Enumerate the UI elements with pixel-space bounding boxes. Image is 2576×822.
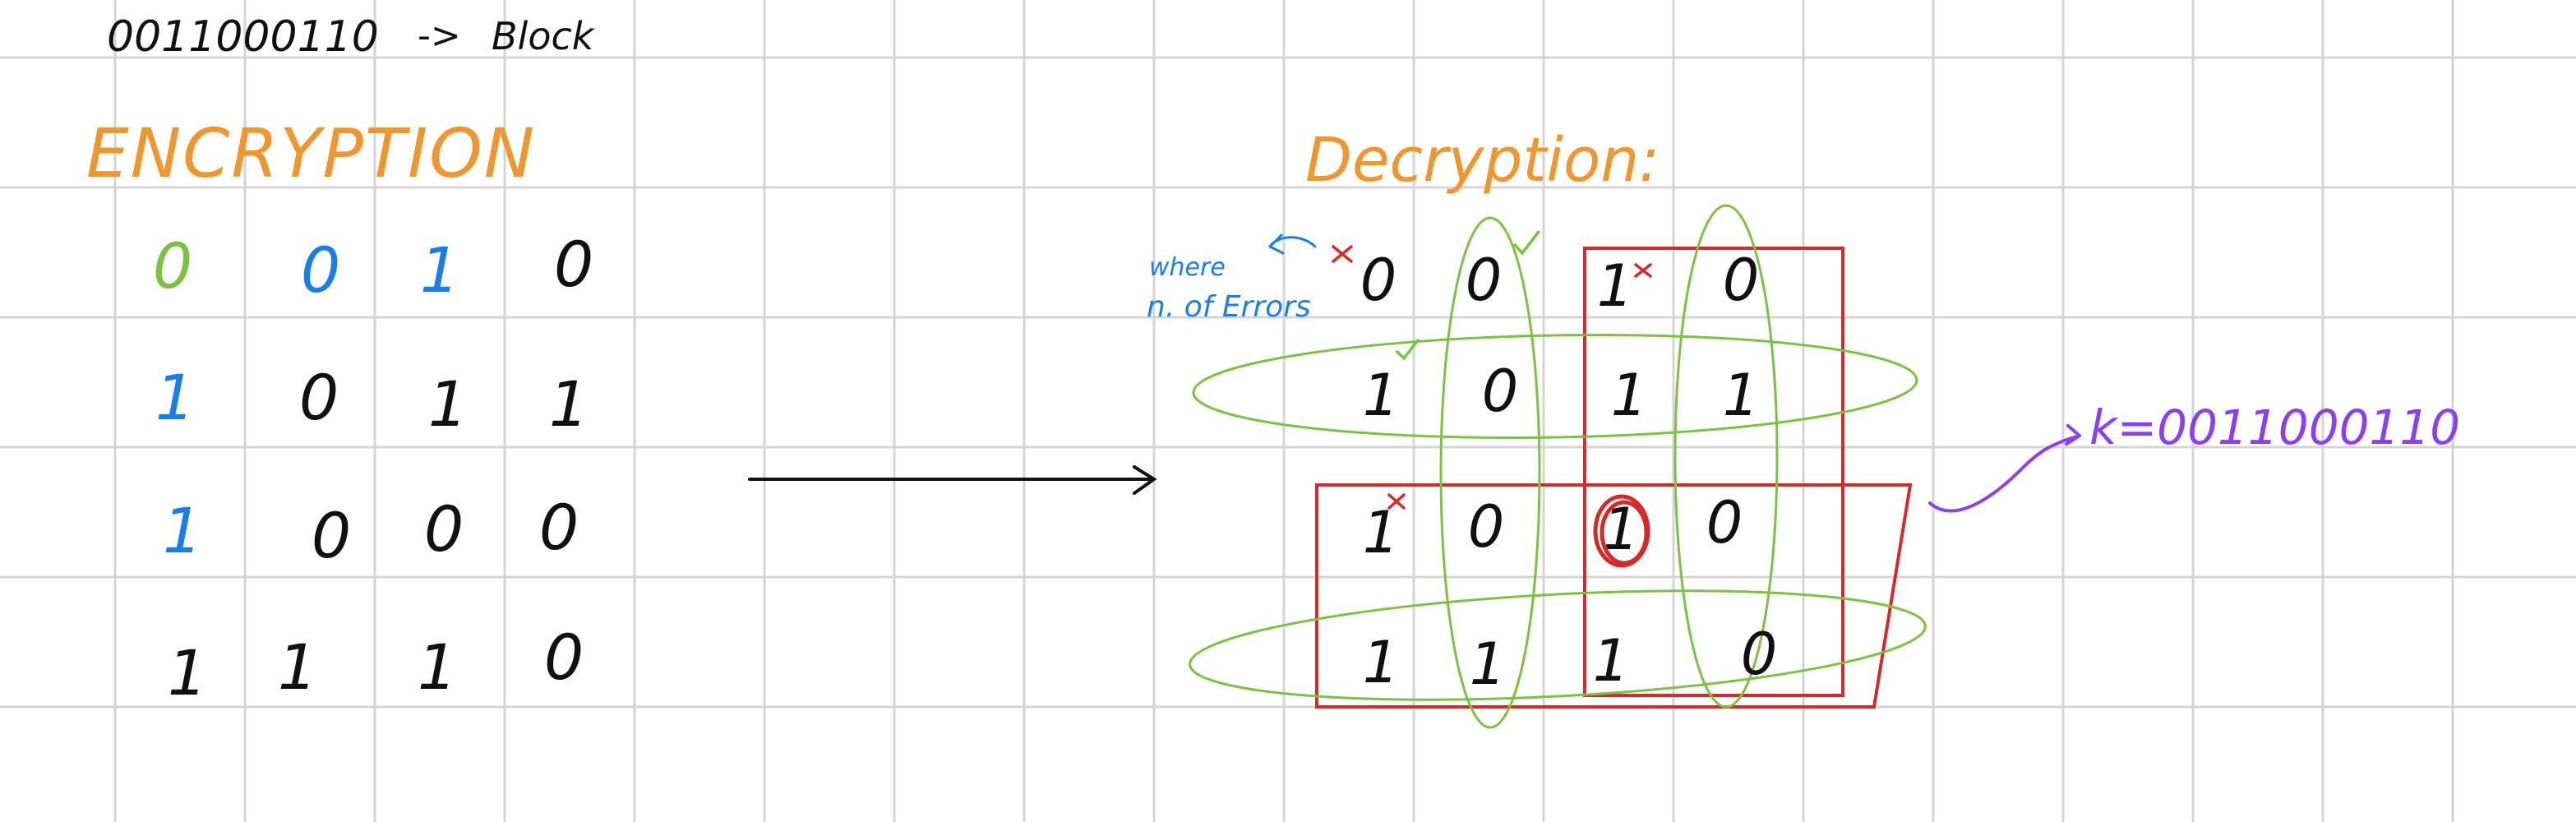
encryption-grid: 0 0 1 0 1 0 1 1 1 0 0 0 1 1 1 0 [153, 228, 593, 709]
row-check-box [1315, 483, 1913, 709]
dec-cell-0-2: 1 [1597, 252, 1634, 320]
column-check-box [1583, 247, 1844, 697]
enc-cell-2-2: 0 [424, 492, 464, 566]
error-bit-marker [1593, 494, 1650, 568]
enc-cell-1-2: 1 [428, 367, 468, 441]
dec-cell-0-3: 0 [1723, 247, 1760, 314]
dec-cell-1-0: 1 [1363, 362, 1400, 429]
enc-cell-2-0: 1 [163, 494, 202, 567]
dec-cell-3-3: 0 [1741, 621, 1778, 688]
encryption-title: ENCRYPTION [86, 115, 536, 193]
enc-cell-3-2: 1 [418, 630, 457, 704]
col-ellipse-1 [1439, 216, 1541, 729]
check-marks [1396, 230, 1540, 361]
enc-cell-1-3: 1 [549, 367, 589, 441]
decryption-title: Decryption: [1305, 125, 1660, 196]
error-check-boxes [1315, 247, 1913, 709]
enc-cell-2-1: 0 [312, 499, 351, 572]
enc-cell-3-3: 0 [544, 621, 584, 694]
row-ellipse-1 [1192, 334, 1918, 439]
enc-cell-0-2: 1 [420, 233, 459, 307]
x-mark-icon [1332, 245, 1353, 263]
dec-cell-2-3: 0 [1706, 489, 1743, 556]
enc-cell-1-0: 1 [155, 361, 195, 434]
annotation-line-2: n. of Errors [1147, 290, 1311, 324]
col-ellipse-2 [1673, 204, 1779, 709]
dec-cell-0-1: 0 [1466, 247, 1503, 314]
error-annotation: where n. of Errors [1147, 233, 1317, 324]
annotation-arrow-icon [1268, 233, 1317, 255]
check-icon [1513, 230, 1540, 256]
enc-cell-1-1: 0 [299, 361, 339, 434]
enc-cell-0-1: 0 [301, 233, 340, 307]
dec-cell-1-2: 1 [1611, 362, 1648, 429]
dec-cell-2-1: 0 [1468, 493, 1505, 561]
dec-cell-3-0: 1 [1363, 629, 1400, 696]
transform-arrow [748, 465, 1157, 495]
enc-cell-3-0: 1 [168, 636, 207, 709]
x-mark-icon [1634, 263, 1652, 278]
dec-cell-2-0: 1 [1363, 499, 1400, 566]
error-x-marks [1332, 245, 1652, 510]
dec-cell-1-3: 1 [1723, 362, 1760, 429]
dec-cell-3-1: 1 [1470, 630, 1507, 698]
row-ellipse-2 [1189, 589, 1927, 701]
decryption-grid: 0 0 1 0 1 0 1 1 1 0 1 0 1 1 1 0 [1360, 247, 1778, 698]
dec-cell-3-2: 1 [1593, 627, 1630, 695]
annotation-line-1: where [1149, 253, 1226, 282]
x-mark-icon [1387, 493, 1406, 510]
enc-cell-0-0: 0 [153, 229, 192, 302]
enc-cell-0-3: 0 [554, 228, 593, 301]
header-message: 0011000110 [107, 12, 379, 62]
header-block-label: Block [492, 14, 596, 58]
header-arrow: -> [418, 15, 461, 57]
parity-ellipses [1189, 204, 1927, 729]
result-key: k=0011000110 [2089, 399, 2460, 455]
dec-cell-1-1: 0 [1482, 358, 1519, 425]
enc-cell-3-1: 1 [278, 630, 317, 704]
dec-cell-0-0: 0 [1360, 247, 1397, 314]
enc-cell-2-3: 0 [539, 491, 579, 564]
check-icon [1396, 339, 1420, 361]
result-arrow-icon [1928, 424, 2081, 513]
